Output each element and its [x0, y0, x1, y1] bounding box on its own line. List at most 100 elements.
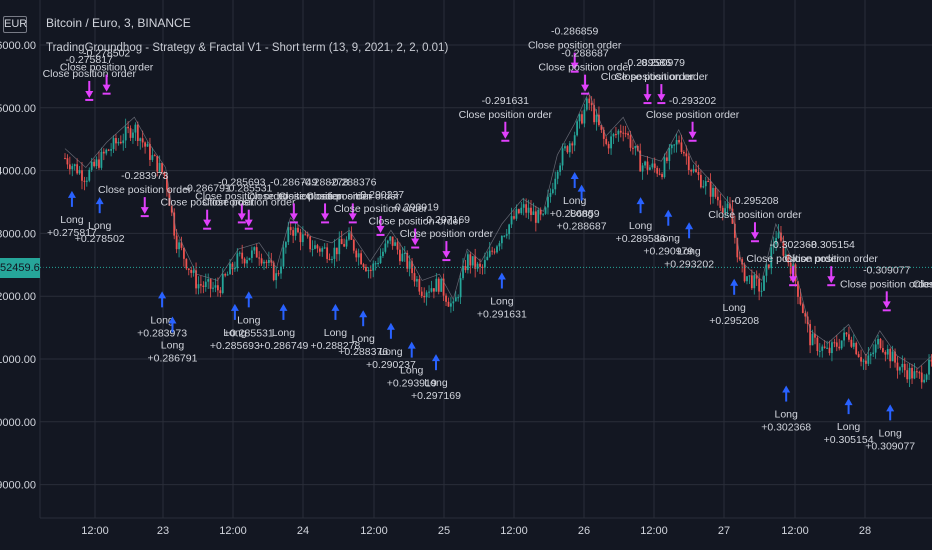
candle-body: [896, 362, 899, 371]
candle-body: [294, 227, 297, 236]
close-arrow-icon: [750, 232, 759, 240]
long-label: Long: [88, 220, 112, 232]
candle-body: [619, 130, 622, 133]
candle-body: [615, 134, 617, 136]
close-value: -0.290237: [357, 189, 404, 201]
close-label: Close position order: [195, 190, 289, 202]
candle-body: [221, 274, 224, 294]
candle-body: [265, 261, 268, 263]
candle-body: [345, 239, 348, 247]
candle-body: [782, 240, 785, 256]
candle-body: [547, 196, 549, 208]
candle-body: [809, 324, 812, 346]
candle-body: [93, 161, 96, 167]
candle-body: [831, 342, 833, 354]
candle-body: [750, 275, 753, 289]
close-value: -0.293919: [392, 202, 439, 214]
candle-body: [430, 288, 433, 292]
candle-body: [530, 207, 532, 215]
long-value: +0.286859: [550, 208, 600, 220]
candle-body: [476, 263, 479, 269]
close-arrow-icon: [244, 219, 253, 227]
fractal-line: [64, 91, 932, 369]
candle-body: [714, 187, 717, 197]
candle-body: [724, 208, 727, 213]
long-arrow-icon: [844, 398, 853, 406]
candle-body: [649, 167, 651, 170]
candle-body: [365, 266, 367, 272]
candle-body: [622, 132, 625, 134]
candle-body: [576, 121, 579, 136]
candle-body: [83, 180, 86, 182]
close-value: -0.288687: [561, 48, 608, 60]
candle-body: [173, 212, 176, 236]
close-value: -0.285531: [225, 183, 272, 195]
candle-body: [204, 281, 207, 288]
candle-body: [224, 274, 227, 276]
candle-body: [350, 232, 353, 240]
candle-body: [505, 234, 508, 236]
long-arrow-icon: [664, 209, 673, 217]
candle-body: [556, 171, 559, 179]
candle-body: [801, 304, 804, 314]
candle-body: [833, 342, 836, 344]
candle-body: [243, 258, 246, 264]
close-value: -0.291631: [482, 95, 529, 107]
candle-body: [241, 252, 244, 259]
long-label: Long: [237, 314, 261, 326]
close-label: Close position order: [400, 228, 494, 240]
candle-body: [226, 274, 229, 276]
candle-body: [105, 149, 108, 154]
candle-body: [255, 247, 258, 258]
close-label: Close position order: [160, 197, 254, 209]
candle-body: [195, 270, 197, 289]
candle-body: [66, 158, 69, 165]
long-value: +0.293919: [387, 378, 437, 390]
candle-body: [369, 269, 372, 271]
candle-body: [544, 207, 547, 214]
candle-body: [532, 211, 535, 215]
close-arrow-icon: [570, 62, 579, 70]
candle-body: [857, 354, 860, 358]
x-tick-label: 12:00: [360, 525, 388, 537]
close-arrow-icon: [376, 225, 385, 233]
candle-body: [772, 244, 775, 248]
strategy-legend[interactable]: TradingGroundhog - Strategy & Fractal V1…: [46, 42, 449, 54]
candle-body: [90, 161, 93, 170]
long-value: +0.290979: [643, 246, 693, 258]
close-value: -0.286749: [270, 176, 317, 188]
candle-body: [835, 342, 838, 347]
candle-body: [537, 209, 540, 223]
candle-body: [930, 359, 932, 362]
long-value: +0.295208: [709, 315, 759, 327]
candle-body: [561, 148, 564, 166]
candle-body: [64, 158, 66, 160]
candle-body: [462, 265, 464, 279]
candle-body: [260, 258, 263, 264]
candle-body: [874, 344, 877, 353]
candle-body: [202, 285, 205, 288]
candle-body: [459, 278, 462, 298]
candle-body: [520, 207, 523, 214]
candle-body: [309, 236, 312, 250]
currency-badge[interactable]: EUR: [3, 16, 27, 33]
long-label: Long: [379, 346, 403, 358]
candle-body: [207, 279, 210, 282]
candle-body: [690, 170, 693, 172]
close-arrow-icon: [827, 276, 836, 284]
candle-body: [270, 259, 273, 263]
candle-body: [238, 252, 241, 254]
candle-body: [355, 250, 358, 258]
candle-body: [542, 213, 545, 215]
candle-body: [551, 189, 554, 194]
candle-body: [352, 239, 355, 251]
candle-body: [445, 295, 447, 302]
long-arrow-icon: [497, 272, 506, 280]
candle-body: [146, 144, 149, 147]
candle-body: [704, 181, 707, 187]
candle-body: [127, 126, 130, 129]
candle-body: [908, 367, 911, 380]
candle-body: [675, 140, 678, 145]
candle-body: [246, 259, 248, 264]
